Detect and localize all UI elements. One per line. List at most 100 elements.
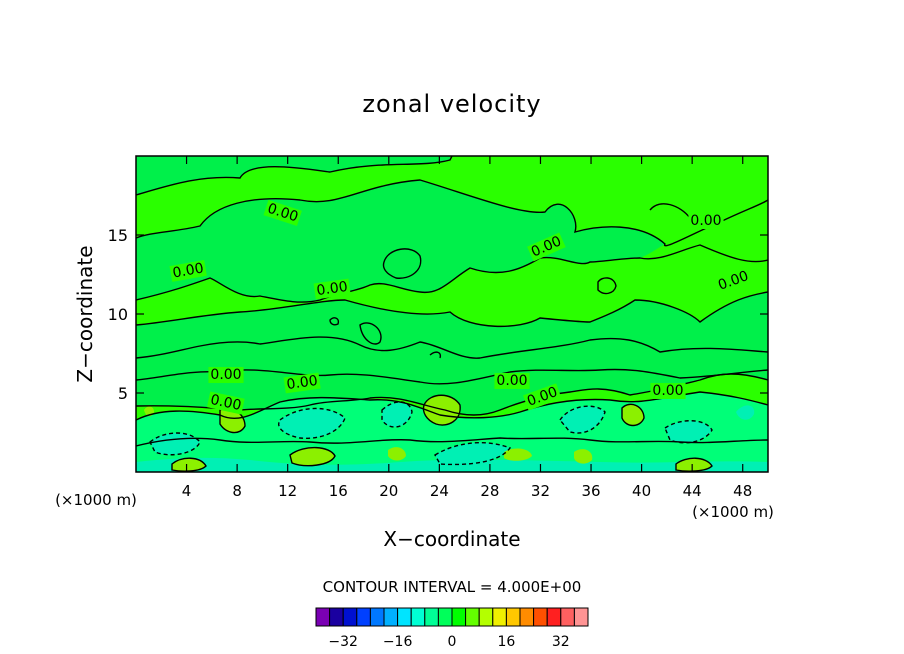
contour-label-bg — [714, 267, 753, 295]
x-tick-label: 40 — [632, 482, 651, 500]
contour-label: 0.00 — [688, 213, 724, 229]
contour-label: 0.00 — [494, 373, 530, 389]
field-region — [220, 408, 245, 433]
colorbar-swatch — [505, 607, 521, 627]
x-tick-label: 28 — [480, 482, 499, 500]
contour-line — [136, 291, 768, 328]
contour-line — [136, 437, 768, 447]
x-axis: 4 8 12 16 20 24 28 32 36 40 44 48 — [182, 156, 752, 500]
x-tick-label: 24 — [430, 482, 449, 500]
colorbar-swatch — [451, 607, 467, 627]
contour-line — [289, 446, 336, 467]
contour-line — [329, 317, 340, 326]
field-region — [622, 404, 644, 426]
colorbar: −32 −16 0 16 32 — [315, 607, 589, 650]
y-tick-label: 15 — [108, 226, 128, 245]
contour-label-bg — [494, 373, 530, 389]
field-region — [504, 448, 532, 461]
colorbar-tick-label: −32 — [328, 634, 358, 650]
colorbar-tick-label: −16 — [383, 634, 413, 650]
contour-label-bg — [208, 367, 244, 383]
x-tick-label: 8 — [232, 482, 242, 500]
contour-label: 0.00 — [313, 278, 351, 300]
contour-line-dashed — [381, 401, 413, 428]
colorbar-swatch — [492, 607, 507, 627]
x-tick-label: 36 — [581, 482, 600, 500]
field-region — [574, 449, 593, 464]
colorbar-swatch — [465, 607, 480, 627]
x-tick-label: 12 — [278, 482, 297, 500]
x-tick-label: 44 — [683, 482, 702, 500]
contour-line — [136, 336, 768, 359]
contour-line — [649, 203, 691, 219]
contour-label-bg — [283, 372, 321, 394]
colorbar-swatch — [356, 607, 371, 627]
field-region — [382, 401, 412, 427]
contour-line — [597, 277, 617, 295]
contour-label-bg — [527, 232, 566, 262]
field-region — [172, 458, 206, 472]
colorbar-swatch — [315, 607, 331, 627]
contour-label-text: 0.00 — [652, 383, 683, 399]
contour-label-text: 0.00 — [210, 367, 241, 383]
contour-label: 0.00 — [650, 383, 686, 399]
contour-label-bg — [688, 213, 724, 229]
colorbar-swatch — [478, 607, 494, 627]
x-unit-right: (×1000 m) — [692, 503, 774, 521]
field-region — [136, 156, 450, 195]
colorbar-swatch — [546, 607, 562, 627]
contour-label-text: 0.00 — [316, 279, 349, 299]
colorbar-swatch — [519, 607, 535, 627]
colorbar-swatch — [560, 607, 575, 627]
contour-line-dashed — [664, 420, 713, 444]
colorbar-tick-label: 16 — [497, 634, 515, 650]
contour-line — [621, 403, 645, 427]
contour-line — [136, 179, 768, 247]
contour-label-text: 0.00 — [286, 373, 319, 393]
contour-interval-label: CONTOUR INTERVAL = 4.000E+00 — [323, 578, 582, 596]
colorbar-swatch — [397, 607, 412, 627]
colorbar-swatch — [369, 607, 385, 627]
field-region — [676, 458, 712, 472]
field-region — [290, 447, 335, 466]
contour-label-text: 0.00 — [690, 213, 721, 229]
field-region — [278, 408, 345, 439]
colorbar-swatch — [342, 607, 358, 627]
contour-line — [359, 322, 382, 345]
chart-title: zonal velocity — [362, 90, 541, 118]
colorbar-swatch — [410, 607, 426, 627]
y-tick-label: 5 — [118, 384, 128, 403]
colorbar-swatch — [533, 607, 548, 627]
contour-label-bg — [313, 278, 351, 300]
x-axis-label: X−coordinate — [383, 527, 520, 551]
colorbar-tick-label: 0 — [448, 634, 457, 650]
x-tick-label: 4 — [182, 482, 192, 500]
y-axis: 5 10 15 — [108, 226, 768, 403]
contour-label: 0.00 — [206, 391, 245, 415]
contour-line — [675, 457, 713, 472]
colorbar-swatch — [424, 607, 439, 627]
contour-line-dashed — [559, 405, 606, 434]
colorbar-swatch — [573, 607, 589, 627]
contour-line-dashed — [149, 432, 201, 456]
contour-line — [171, 457, 207, 472]
field-region — [388, 447, 406, 461]
contour-label-bg — [650, 383, 686, 399]
y-axis-label: Z−coordinate — [73, 245, 97, 382]
contour-label-text: 0.00 — [496, 373, 527, 389]
contour-label-bg — [263, 199, 302, 226]
field-region — [423, 395, 461, 426]
field-region — [736, 405, 755, 420]
colorbar-tick-label: 32 — [552, 634, 570, 650]
x-tick-label: 32 — [531, 482, 550, 500]
colorbar-swatch — [383, 607, 399, 627]
contour-label-text: 0.00 — [209, 392, 243, 414]
x-tick-label: 48 — [733, 482, 752, 500]
contour-line-dashed — [278, 407, 346, 439]
contour-label-bg — [169, 260, 207, 282]
contour-label-bg — [206, 391, 245, 415]
contour-line — [422, 394, 461, 426]
contour-label-text: 0.00 — [171, 260, 204, 281]
